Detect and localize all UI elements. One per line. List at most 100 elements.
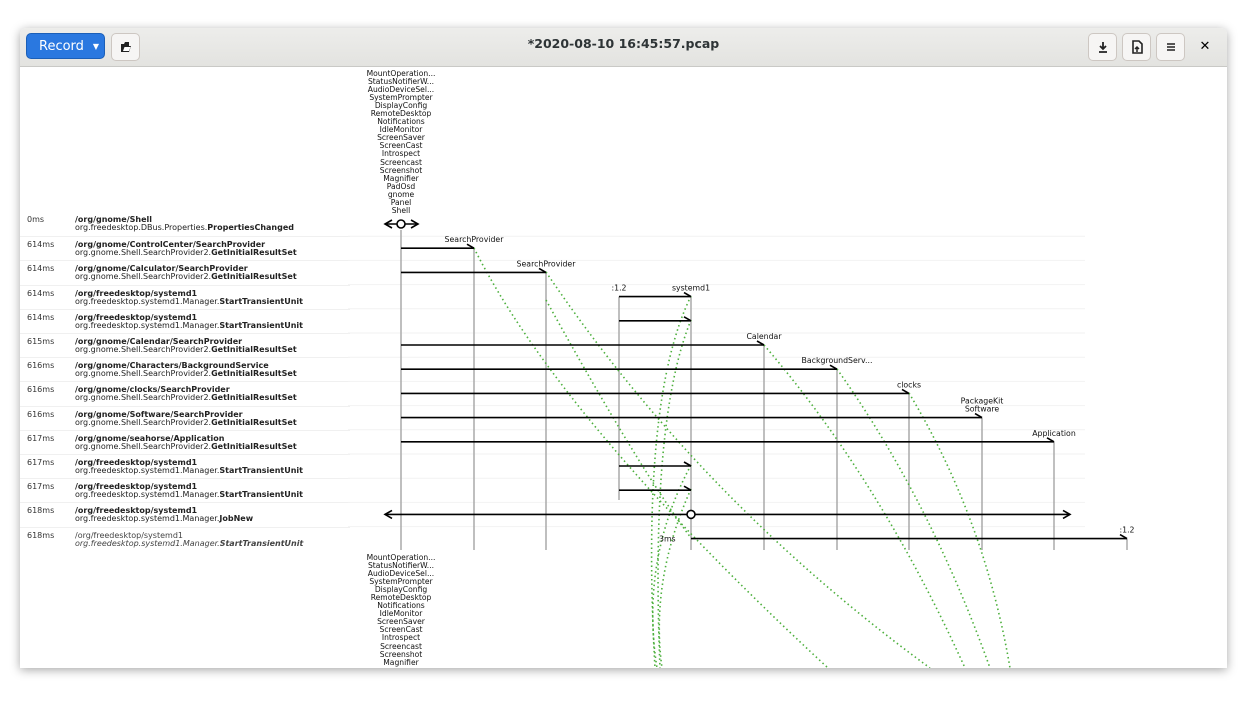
download-icon [1098, 42, 1107, 53]
bus-name: DisplayConfig [374, 585, 428, 595]
bus-name: Magnifier [383, 657, 419, 667]
row-time: 614ms [27, 240, 55, 250]
bus-name: Notifications [377, 117, 425, 127]
export-button[interactable] [1122, 33, 1151, 61]
row-time: 617ms [27, 482, 55, 492]
bus-name: Screenshot [379, 649, 423, 659]
bus-name: MountOperation... [366, 69, 436, 78]
row-member: StartTransientUnit [219, 490, 303, 500]
shell-names-top: MountOperation... StatusNotifierW... Audio… [351, 69, 451, 215]
bus-name: StatusNotifierW... [367, 561, 435, 571]
row-path: /org/freedesktop/systemd1 [75, 288, 198, 298]
row-method: org.gnome.Shell.SearchProvider2.GetIniti… [75, 345, 297, 355]
bus-name: Screenshot [379, 165, 423, 175]
row-method: org.gnome.Shell.SearchProvider2.GetIniti… [75, 273, 297, 282]
record-label: Record [39, 38, 84, 54]
row-member: GetInitialResultSet [211, 345, 297, 354]
row-interface: org.gnome.Shell.SearchProvider2. [75, 393, 212, 403]
bus-name: AudioDeviceSel... [367, 85, 435, 95]
bus-name: Introspect [381, 149, 421, 159]
row-member: GetInitialResultSet [211, 272, 297, 282]
message-row[interactable]: 616ms/org/gnome/Characters/BackgroundSer… [20, 357, 350, 382]
bus-name: ScreenSaver [377, 133, 425, 143]
row-member: GetInitialResultSet [211, 369, 297, 379]
row-interface: org.freedesktop.systemd1.Manager. [75, 538, 220, 548]
bus-name: Notifications [377, 601, 425, 611]
row-method: org.freedesktop.DBus.Properties.Properti… [75, 223, 294, 233]
shell-names-bottom: MountOperation... StatusNotifierW... Audio… [351, 554, 451, 667]
row-time: 616ms [27, 361, 55, 371]
row-interface: org.freedesktop.systemd1.Manager. [75, 296, 220, 306]
row-time: 614ms [27, 312, 55, 322]
row-member: StartTransientUnit [219, 296, 303, 306]
row-time: 617ms [27, 458, 55, 467]
row-time: 0ms [27, 215, 45, 224]
row-interface: org.freedesktop.systemd1.Manager. [75, 320, 220, 330]
bus-name: Screencast [380, 157, 422, 167]
message-row[interactable]: 616ms/org/gnome/clocks/SearchProvider org… [20, 381, 350, 406]
save-button[interactable] [1088, 33, 1117, 61]
row-method: org.freedesktop.systemd1.Manager.StartTr… [75, 466, 303, 476]
menu-button[interactable] [1156, 33, 1185, 61]
close-button[interactable]: ✕ [1192, 33, 1218, 59]
bus-name: ScreenSaver [377, 617, 425, 627]
window-title: *2020-08-10 16:45:57.pcap [527, 36, 720, 51]
message-row[interactable]: 0ms/org/gnome/Shell org.freedesktop.DBus.… [20, 212, 350, 236]
row-member: StartTransientUnit [219, 320, 303, 330]
message-row[interactable]: 614ms/org/gnome/Calculator/SearchProvide… [20, 260, 350, 285]
row-time: 618ms [27, 530, 55, 540]
row-interface: org.freedesktop.systemd1.Manager. [75, 514, 220, 524]
bus-name: Screencast [380, 641, 422, 651]
bus-name: Magnifier [383, 173, 419, 183]
message-row[interactable]: 615ms/org/gnome/Calendar/SearchProvider o… [20, 333, 350, 358]
bus-name: PadOsd [386, 181, 416, 191]
message-row[interactable]: 617ms/org/freedesktop/systemd1 org.freede… [20, 478, 350, 503]
message-row[interactable]: 618ms/org/freedesktop/systemd1 org.freede… [20, 502, 350, 527]
bus-name: RemoteDesktop [370, 593, 432, 603]
row-path: /org/gnome/Shell [75, 215, 152, 224]
row-method: org.freedesktop.systemd1.Manager.JobNew [75, 515, 253, 524]
message-row[interactable]: 618ms/org/freedesktop/systemd1 org.freede… [20, 526, 350, 552]
row-time: 614ms [27, 264, 55, 274]
row-interface: org.gnome.Shell.SearchProvider2. [75, 248, 212, 258]
row-method: org.gnome.Shell.SearchProvider2.GetIniti… [75, 418, 297, 428]
hamburger-menu-icon [1166, 43, 1175, 51]
row-path: /org/freedesktop/systemd1 [75, 482, 198, 492]
bus-name: ScreenCast [379, 625, 423, 635]
row-time: 616ms [27, 385, 55, 395]
message-row[interactable]: 617ms/org/gnome/seahorse/Application org.… [20, 429, 350, 455]
message-row[interactable]: 614ms/org/gnome/ControlCenter/SearchProv… [20, 236, 350, 261]
record-button[interactable]: Record ▼ [26, 33, 105, 59]
row-method: org.freedesktop.systemd1.Manager.StartTr… [75, 490, 303, 500]
row-method: org.gnome.Shell.SearchProvider2.GetIniti… [75, 369, 297, 379]
message-row[interactable]: 617ms/org/freedesktop/systemd1 org.freede… [20, 454, 350, 479]
message-row[interactable]: 614ms/org/freedesktop/systemd1 org.freede… [20, 284, 350, 310]
row-time: 615ms [27, 337, 55, 346]
message-row[interactable]: 616ms/org/gnome/Software/SearchProvider o… [20, 405, 350, 431]
bus-name: IdleMonitor [379, 125, 423, 135]
row-time: 618ms [27, 506, 55, 516]
close-icon: ✕ [1199, 38, 1211, 54]
row-path: /org/gnome/ControlCenter/SearchProvider [75, 240, 266, 250]
row-method: org.freedesktop.systemd1.Manager.StartTr… [75, 538, 303, 549]
row-path: /org/gnome/seahorse/Application [75, 433, 225, 443]
header-bar: Record ▼ *2020-08-10 16:45:57.pcap ✕ [20, 28, 1227, 67]
row-interface: org.gnome.Shell.SearchProvider2. [75, 441, 212, 451]
bus-name: Introspect [381, 633, 421, 643]
message-row[interactable]: 614ms/org/freedesktop/systemd1 org.freede… [20, 308, 350, 334]
row-method: org.gnome.Shell.SearchProvider2.GetIniti… [75, 248, 297, 258]
bus-name: MountOperation... [366, 554, 436, 562]
row-path: /org/freedesktop/systemd1 [75, 312, 198, 322]
bus-name: IdleMonitor [379, 609, 423, 619]
row-path: /org/freedesktop/systemd1 [75, 458, 198, 467]
row-interface: org.gnome.Shell.SearchProvider2. [75, 369, 212, 379]
row-path: /org/gnome/Characters/BackgroundService [75, 361, 269, 371]
row-method: org.freedesktop.systemd1.Manager.StartTr… [75, 320, 303, 331]
bus-name: SystemPrompter [369, 93, 433, 103]
row-path: /org/freedesktop/systemd1 [75, 530, 183, 540]
row-method: org.freedesktop.systemd1.Manager.StartTr… [75, 296, 303, 307]
row-interface: org.gnome.Shell.SearchProvider2. [75, 345, 212, 354]
bus-name: SystemPrompter [369, 577, 433, 587]
row-path: /org/gnome/Calendar/SearchProvider [75, 337, 243, 346]
open-button[interactable] [111, 33, 140, 61]
